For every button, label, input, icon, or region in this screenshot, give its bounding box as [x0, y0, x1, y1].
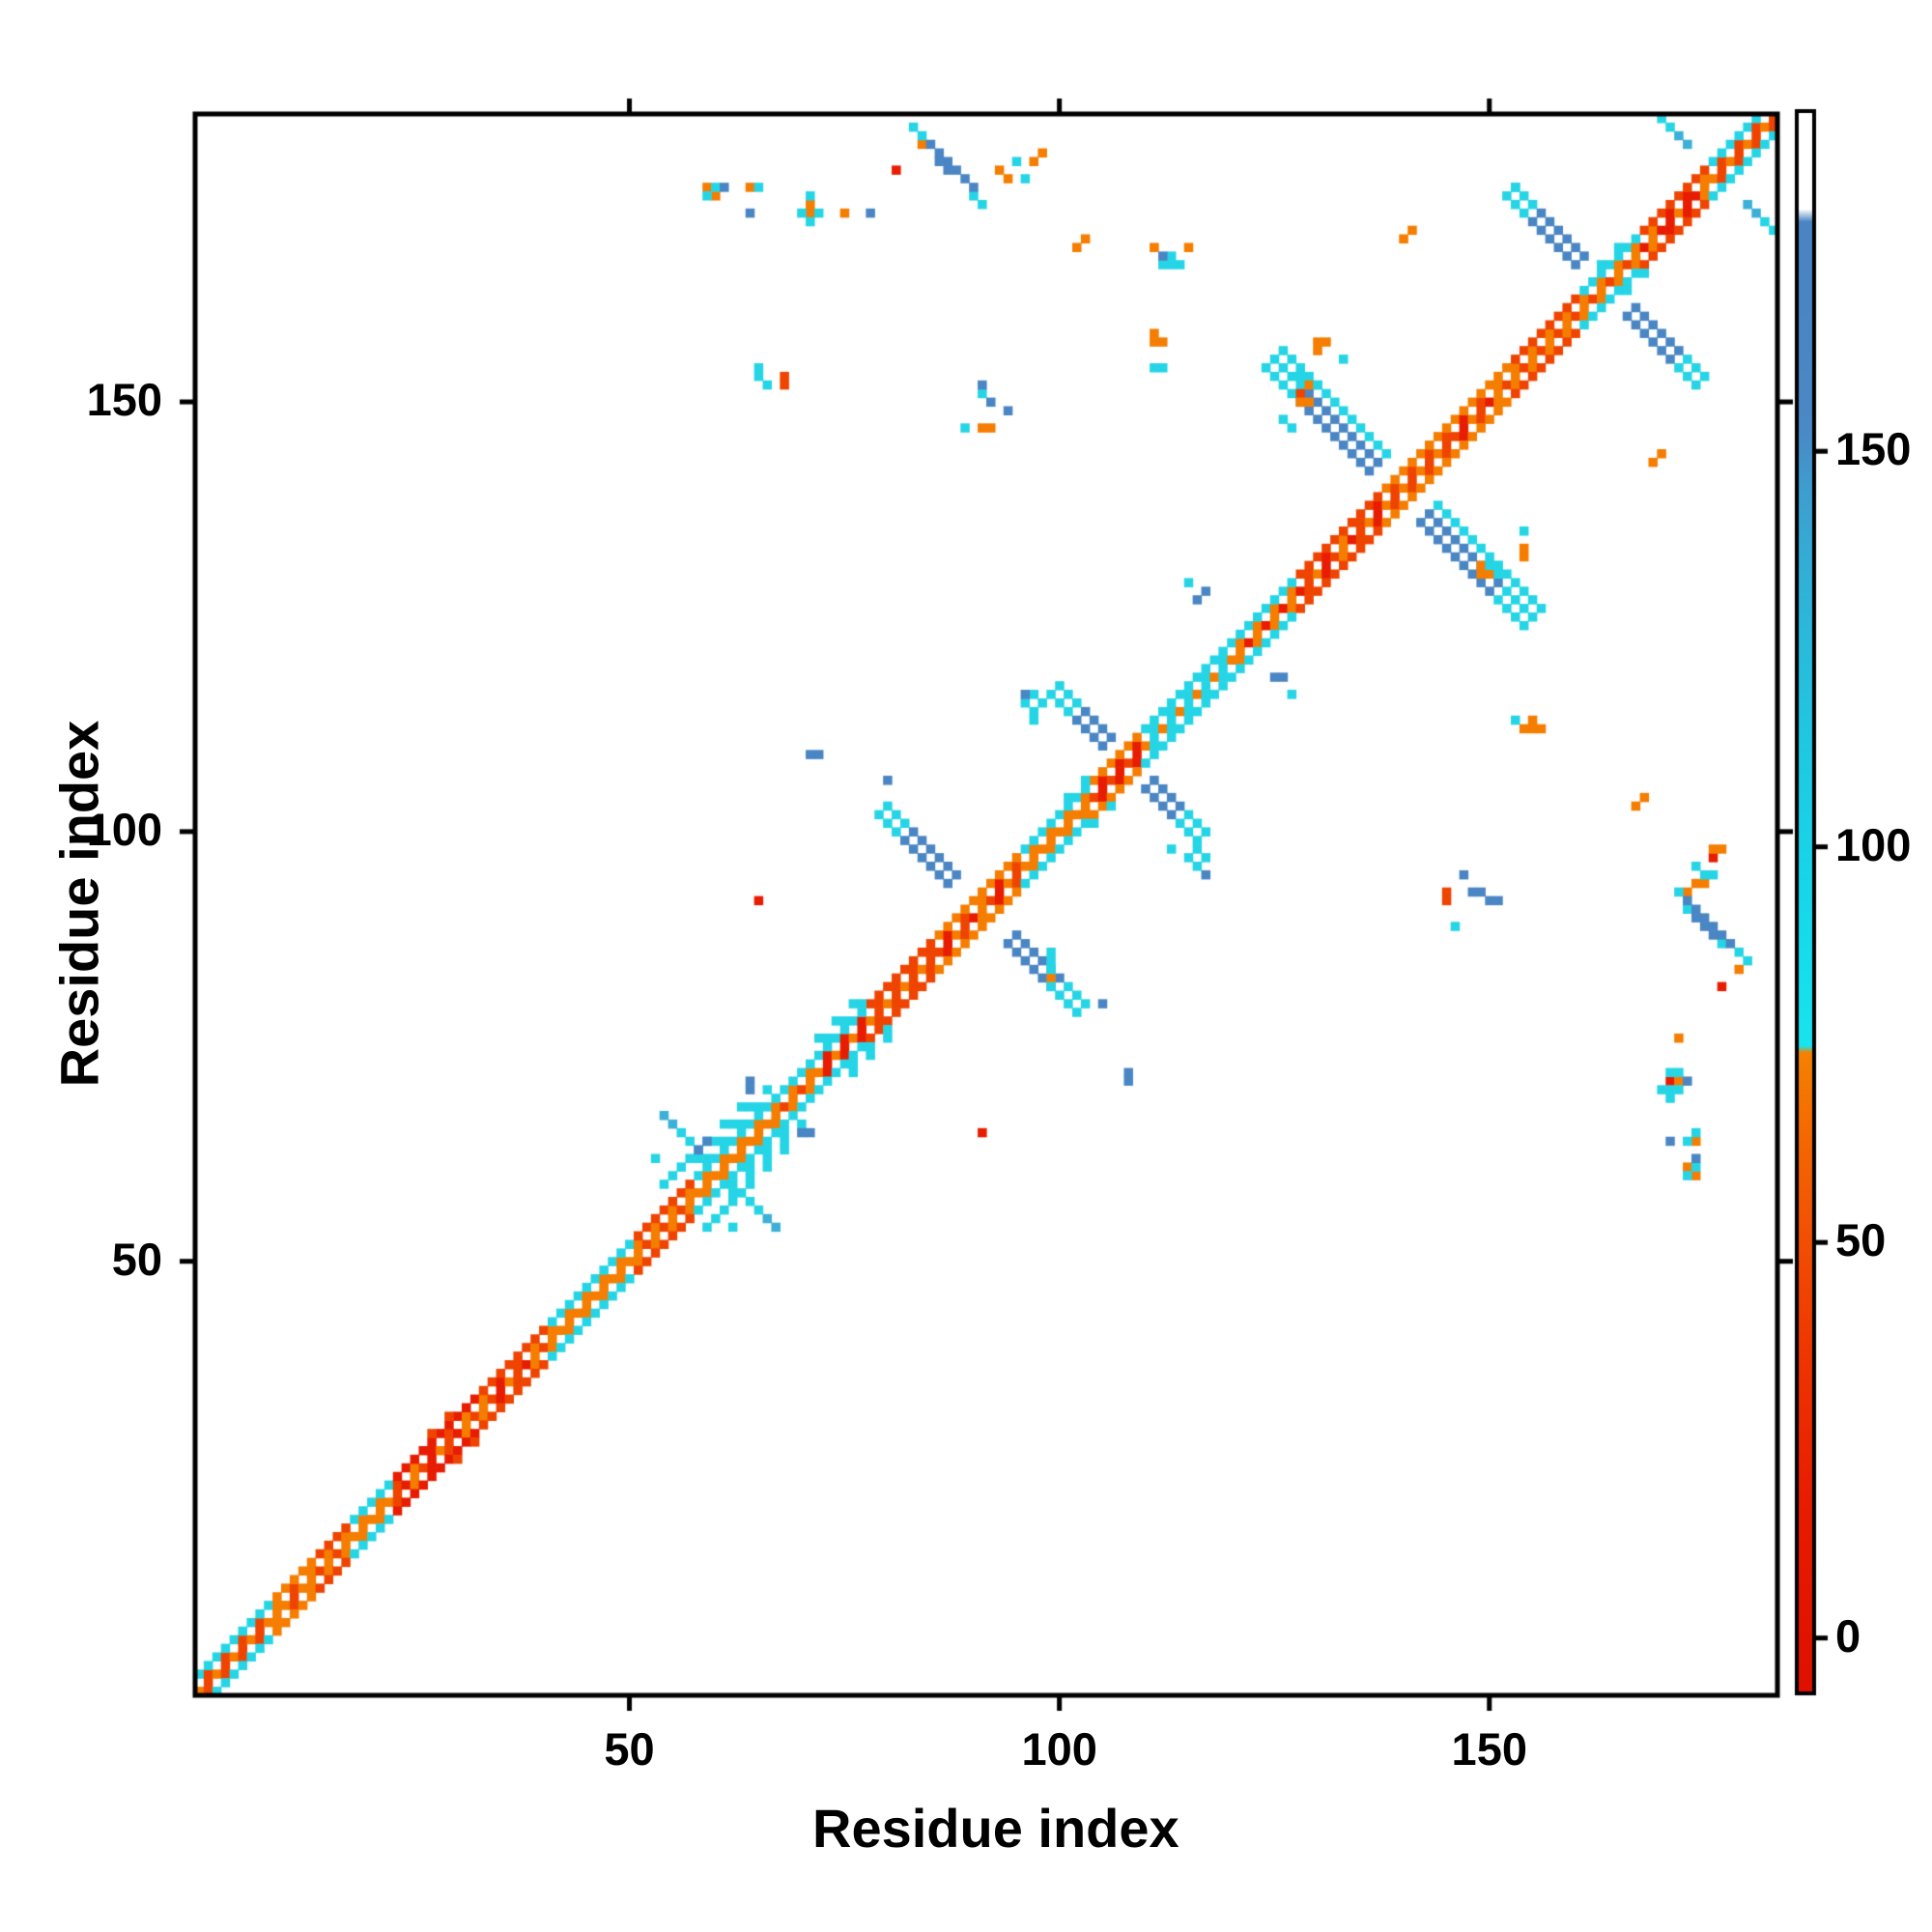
y-axis-label: Residue index — [48, 720, 110, 1087]
y-tick-label: 50 — [111, 1233, 162, 1285]
colorbar-tick-label: 150 — [1835, 423, 1912, 475]
colorbar-tick-label: 0 — [1835, 1609, 1861, 1662]
y-tick-label: 150 — [86, 374, 162, 426]
x-axis-label: Residue index — [812, 1798, 1179, 1859]
colorbar-tick-label: 100 — [1835, 818, 1912, 870]
x-tick-label: 150 — [1451, 1723, 1527, 1775]
x-tick-label: 50 — [604, 1723, 655, 1775]
x-tick-label: 100 — [1021, 1723, 1097, 1775]
y-tick-label: 100 — [86, 803, 162, 855]
colorbar-tick-label: 50 — [1835, 1214, 1887, 1266]
